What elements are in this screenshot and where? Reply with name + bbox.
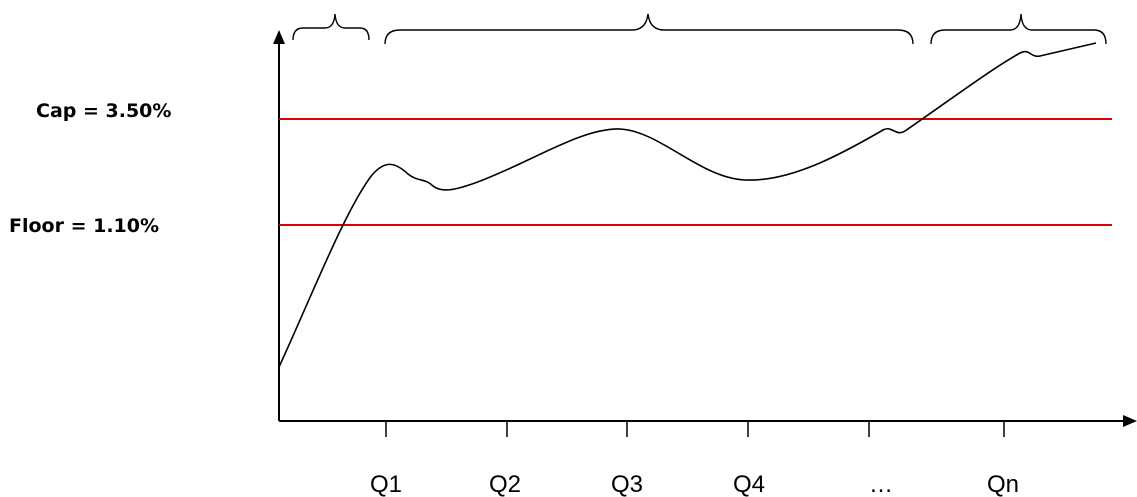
x-tick-label-ellipsis: … — [869, 471, 893, 497]
x-tick-label-q3: Q3 — [611, 471, 643, 497]
x-tick-label-q4: Q4 — [733, 471, 765, 497]
brace-first-period — [292, 13, 370, 41]
x-tick-label-q2: Q2 — [489, 471, 521, 497]
y-axis-arrowhead — [273, 30, 285, 44]
x-tick-label-qn: Qn — [987, 471, 1019, 497]
x-tick-label-q1: Q1 — [370, 471, 402, 497]
brace-middle-periods — [384, 13, 914, 45]
cap-label: Cap = 3.50% — [36, 100, 171, 122]
x-axis-arrowhead — [1123, 415, 1137, 427]
brace-last-period — [930, 13, 1107, 45]
floor-label: Floor = 1.10% — [9, 215, 159, 237]
rate-curve — [278, 42, 1097, 368]
